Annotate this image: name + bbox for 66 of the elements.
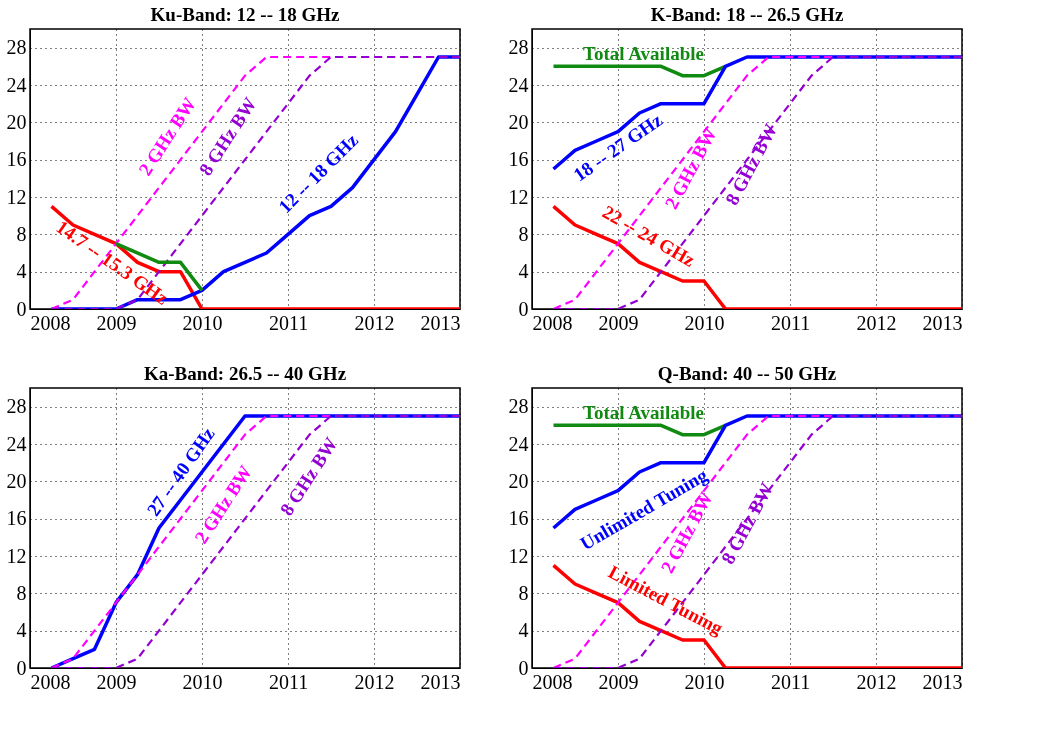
x-tick-label: 2012	[856, 670, 897, 693]
x-tick-label: 2009	[96, 670, 137, 693]
x-tick-label: 2010	[684, 670, 725, 693]
x-tick-label: 2012	[354, 670, 395, 693]
y-tick-label: 0	[518, 656, 529, 679]
series-label: Total Available	[583, 43, 704, 65]
x-tick-label: 2010	[182, 311, 223, 334]
text: 14.7 -- 15.3 GHz	[52, 215, 173, 309]
y-tick-label: 16	[508, 148, 529, 171]
y-tick-label: 20	[508, 469, 529, 492]
text: 12 -- 18 GHz	[274, 129, 363, 218]
y-tick-label: 16	[508, 507, 529, 530]
x-tick-label: 2011	[268, 311, 309, 334]
y-tick-label: 12	[508, 544, 529, 567]
y-tick-label: 4	[16, 260, 27, 283]
x-tick-label: 2008	[30, 311, 71, 334]
y-tick-label: 12	[508, 185, 529, 208]
y-tick-label: 4	[518, 260, 529, 283]
y-tick-label: 24	[508, 432, 529, 455]
y-tick-label: 8	[16, 222, 27, 245]
chart-title: Ka-Band: 26.5 -- 40 GHz	[143, 363, 347, 384]
y-tick-label: 4	[518, 619, 529, 642]
x-tick-label: 2008	[30, 670, 71, 693]
x-tick-label: 2009	[598, 670, 639, 693]
x-tick-label: 2009	[96, 311, 137, 334]
y-tick-label: 28	[6, 36, 27, 59]
y-tick-label: 24	[6, 73, 27, 96]
y-tick-label: 20	[6, 469, 27, 492]
line-series	[551, 563, 962, 668]
x-tick-label: 2011	[770, 670, 811, 693]
chart-title: Ku-Band: 12 -- 18 GHz	[150, 4, 341, 25]
y-tick-label: 8	[16, 581, 27, 604]
y-tick-label: 4	[16, 619, 27, 642]
chart-title: Q-Band: 40 -- 50 GHz	[657, 363, 837, 384]
y-tick-label: 8	[518, 581, 529, 604]
y-tick-label: 20	[6, 110, 27, 133]
y-tick-label: 24	[6, 432, 27, 455]
x-tick-label: 2013	[420, 670, 461, 693]
x-tick-label: 2010	[684, 311, 725, 334]
x-tick-label: 2009	[598, 311, 639, 334]
y-tick-label: 28	[508, 395, 529, 418]
x-tick-label: 2008	[532, 311, 573, 334]
x-tick-label: 2011	[268, 670, 309, 693]
x-tick-label: 2012	[354, 311, 395, 334]
x-tick-label: 2008	[532, 670, 573, 693]
x-tick-label: 2013	[922, 670, 963, 693]
series-label: Total Available	[583, 402, 704, 424]
y-tick-label: 12	[6, 185, 27, 208]
x-tick-label: 2013	[922, 311, 963, 334]
y-tick-label: 16	[6, 507, 27, 530]
text: 18 -- 27 GHz	[569, 108, 667, 186]
y-tick-label: 12	[6, 544, 27, 567]
y-tick-label: 24	[508, 73, 529, 96]
x-tick-label: 2013	[420, 311, 461, 334]
x-tick-label: 2010	[182, 670, 223, 693]
y-tick-label: 28	[6, 395, 27, 418]
y-tick-label: 0	[16, 297, 27, 320]
x-tick-label: 2011	[770, 311, 811, 334]
x-tick-label: 2012	[856, 311, 897, 334]
y-tick-label: 28	[508, 36, 529, 59]
chart-title: K-Band: 18 -- 26.5 GHz	[650, 4, 844, 25]
y-tick-label: 0	[518, 297, 529, 320]
y-tick-label: 16	[6, 148, 27, 171]
y-tick-label: 20	[508, 110, 529, 133]
y-tick-label: 8	[518, 222, 529, 245]
y-tick-label: 0	[16, 656, 27, 679]
